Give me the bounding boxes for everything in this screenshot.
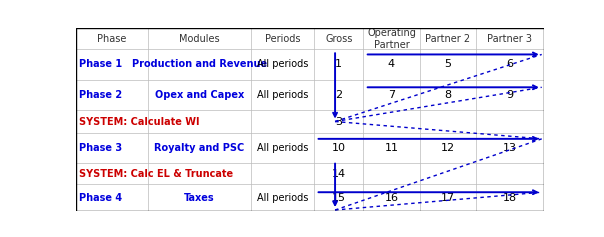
Text: 8: 8 — [444, 90, 451, 100]
Text: 17: 17 — [440, 193, 455, 203]
Text: Opex and Capex: Opex and Capex — [155, 90, 244, 100]
Text: Phase 4: Phase 4 — [79, 193, 122, 203]
Text: Partner 2: Partner 2 — [425, 34, 470, 44]
Text: Phase 2: Phase 2 — [79, 90, 122, 100]
Text: 15: 15 — [332, 193, 346, 203]
Text: Production and Revenue: Production and Revenue — [132, 59, 267, 69]
Text: 1: 1 — [335, 59, 342, 69]
Text: 12: 12 — [440, 143, 455, 153]
Text: Periods: Periods — [265, 34, 300, 44]
Text: 10: 10 — [332, 143, 346, 153]
Text: 9: 9 — [506, 90, 513, 100]
Text: Partner 3: Partner 3 — [487, 34, 532, 44]
Text: SYSTEM: Calc EL & Truncate: SYSTEM: Calc EL & Truncate — [79, 169, 233, 178]
Text: Gross: Gross — [325, 34, 353, 44]
Text: SYSTEM: Calculate WI: SYSTEM: Calculate WI — [79, 117, 199, 127]
Text: Phase 3: Phase 3 — [79, 143, 122, 153]
Text: 7: 7 — [388, 90, 395, 100]
Text: 18: 18 — [503, 193, 517, 203]
Text: All periods: All periods — [257, 59, 308, 69]
Text: 11: 11 — [385, 143, 399, 153]
Text: 16: 16 — [385, 193, 399, 203]
Text: 6: 6 — [506, 59, 513, 69]
Text: 4: 4 — [388, 59, 395, 69]
Text: 2: 2 — [335, 90, 342, 100]
Text: Operating
Partner: Operating Partner — [367, 28, 416, 50]
Text: All periods: All periods — [257, 143, 308, 153]
Text: Phase: Phase — [97, 34, 126, 44]
Text: 5: 5 — [444, 59, 451, 69]
Text: Phase 1: Phase 1 — [79, 59, 122, 69]
Text: 14: 14 — [332, 169, 346, 178]
Text: Taxes: Taxes — [184, 193, 215, 203]
Text: 13: 13 — [503, 143, 516, 153]
Text: All periods: All periods — [257, 90, 308, 100]
Text: 3: 3 — [335, 117, 342, 127]
Text: Royalty and PSC: Royalty and PSC — [155, 143, 245, 153]
Text: Modules: Modules — [179, 34, 220, 44]
Text: All periods: All periods — [257, 193, 308, 203]
